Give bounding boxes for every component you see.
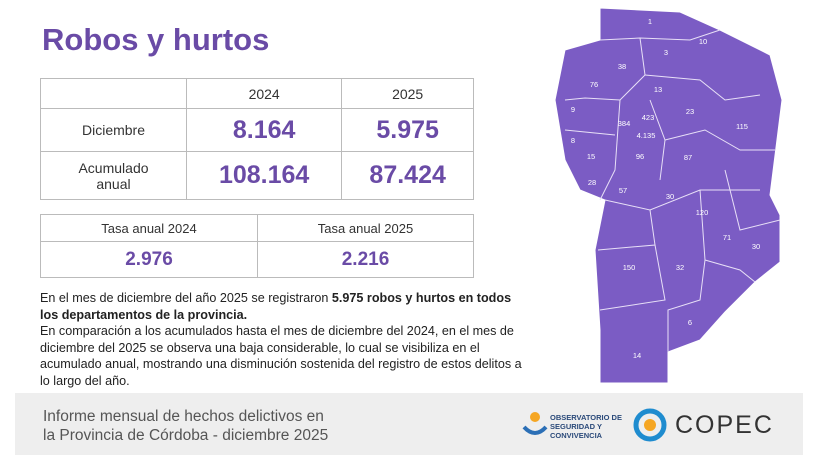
map-label: 115 [736,122,748,131]
map-label: 4.135 [637,131,656,140]
map-label: 32 [676,263,684,272]
title: Robos y hurtos [42,22,270,57]
col-header: Tasa anual 2025 [257,214,474,242]
text: En el mes de diciembre del año 2025 se r… [40,291,332,305]
footer: Informe mensual de hechos delictivos en l… [15,393,803,455]
map-label: 10 [699,37,707,46]
map-label: 120 [696,208,709,217]
map-label: 423 [642,113,655,122]
copec-icon [633,408,667,442]
text: En comparación a los acumulados hasta el… [40,324,522,388]
value: 2.216 [257,241,474,278]
map-label: 76 [590,80,598,89]
logo-text: OBSERVATORIO DE SEGURIDAD Y CONVIVENCIA [550,413,622,440]
map-label: 8 [571,136,575,145]
value: 2.976 [40,241,258,278]
map-label: 30 [666,192,674,201]
empty-cell [40,78,187,109]
col-header: 2025 [341,78,474,109]
map-label: 23 [686,107,694,116]
map-label: 96 [636,152,644,161]
map-label: 384 [618,119,631,128]
map-label: 87 [684,153,692,162]
map-label: 71 [723,233,731,242]
map-label: 1 [648,17,652,26]
paragraph: En el mes de diciembre del año 2025 se r… [40,290,525,389]
map-label: 28 [588,178,596,187]
footer-text: Informe mensual de hechos delictivos en [43,408,324,425]
summary-table: 2024 2025 Diciembre 8.164 5.975 Acumulado a… [40,78,474,200]
map-label: 57 [619,186,627,195]
map-label: 30 [752,242,760,251]
col-header: 2024 [185,78,343,109]
value: 87.424 [341,151,474,200]
map-label: 14 [633,351,641,360]
logo-text: COPEC [675,411,774,439]
map-label: 3 [664,48,668,57]
map-label: 6 [688,318,692,327]
bold-text: 5.975 robos y hurtos en todos los depart… [40,291,512,322]
map-label: 150 [623,263,636,272]
logo-icon [522,412,548,435]
map-label: 13 [654,85,662,94]
map: 1 10 3 38 76 13 9 23 115 384 423 4.135 8 15 96 87 28 57 30… [554,7,783,384]
map-label: 9 [571,105,575,114]
map-label: 38 [618,62,626,71]
footer-text: la Provincia de Córdoba - diciembre 2025 [43,427,329,444]
row-label: Acumulado anual [40,151,187,200]
rates-table: Tasa anual 2024 Tasa anual 2025 2.976 2.21… [40,214,474,278]
value: 108.164 [185,151,343,200]
map-label: 15 [587,152,595,161]
